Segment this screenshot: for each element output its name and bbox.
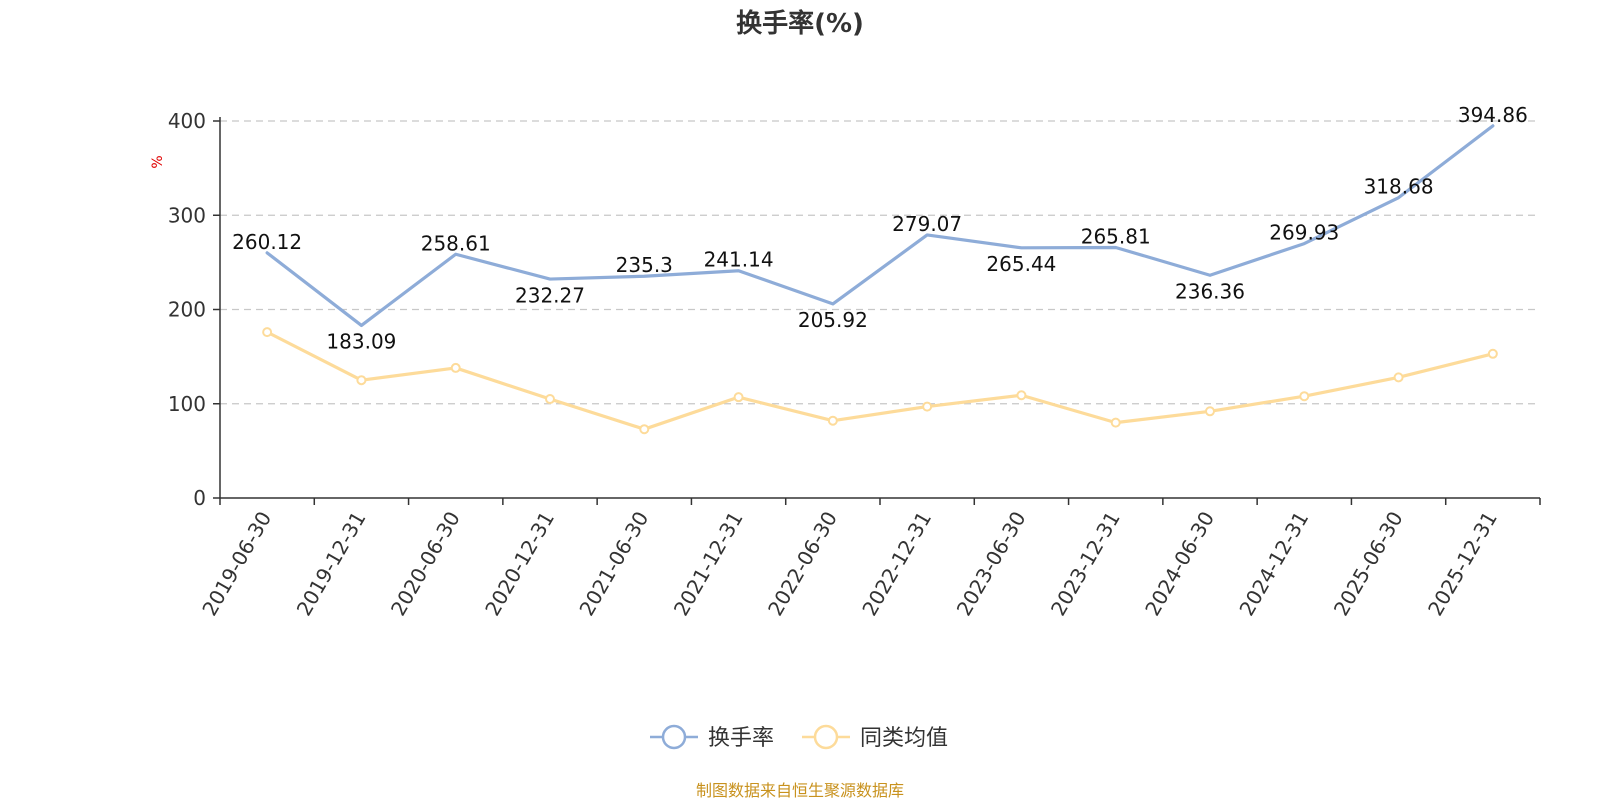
legend: 换手率 同类均值 <box>650 724 948 751</box>
legend-label: 换手率 <box>708 726 774 751</box>
x-tick-label: 2019-12-31 <box>292 507 371 620</box>
series-point-1 <box>262 327 273 338</box>
x-tick-label: 2019-06-30 <box>197 507 276 620</box>
x-tick-label: 2020-06-30 <box>386 507 465 620</box>
series-point-1 <box>356 375 367 386</box>
series-point-1 <box>733 392 744 403</box>
x-tick-label: 2021-06-30 <box>574 507 653 620</box>
y-tick-label: 0 <box>193 486 206 510</box>
data-label: 232.27 <box>515 283 585 307</box>
series-point-1 <box>1393 372 1404 383</box>
series-line-0 <box>265 124 1495 328</box>
series-point-1 <box>450 362 461 373</box>
series-point-1 <box>545 394 555 405</box>
x-tick-label: 2023-06-30 <box>952 507 1031 620</box>
data-source-note: 制图数据来自恒生聚源数据库 <box>696 781 904 800</box>
x-tick-label: 2024-06-30 <box>1140 507 1219 620</box>
y-axis-unit: % <box>150 155 166 168</box>
data-label: 265.81 <box>1081 224 1151 248</box>
data-label: 279.07 <box>892 212 962 236</box>
x-tick-label: 2025-06-30 <box>1329 507 1408 620</box>
x-tick-label: 2023-12-31 <box>1046 507 1125 620</box>
gridlines <box>220 120 1540 405</box>
y-tick-label: 300 <box>168 203 206 227</box>
data-labels: 260.12 183.09 258.61 232.27 235.3 241.14 205.9… <box>232 103 1528 354</box>
x-tick-label: 2024-12-31 <box>1234 507 1313 620</box>
series-point-1 <box>922 401 933 412</box>
series-point-1 <box>827 415 838 426</box>
data-label: 318.68 <box>1364 175 1434 199</box>
data-label: 236.36 <box>1175 279 1245 303</box>
data-label: 205.92 <box>798 308 868 332</box>
series-point-1 <box>1016 390 1027 401</box>
series-point-1 <box>1110 417 1121 428</box>
x-tick-label: 2025-12-31 <box>1423 507 1502 620</box>
series-point-1 <box>1299 391 1310 402</box>
legend-item-1[interactable]: 同类均值 <box>802 724 948 751</box>
y-tick-label: 200 <box>168 298 206 322</box>
x-tick-label: 2020-12-31 <box>480 507 559 620</box>
x-tick-label: 2022-06-30 <box>763 507 842 620</box>
y-tick-label: 400 <box>168 109 206 133</box>
data-label: 235.3 <box>616 253 673 277</box>
legend-circle-icon <box>813 724 839 750</box>
axes: 0 100 200 300 400 2019-06-30 2019-12-31 2020-06… <box>168 109 1541 620</box>
data-label: 260.12 <box>232 230 302 254</box>
y-tick-label: 100 <box>168 392 206 416</box>
data-label: 258.61 <box>421 231 491 255</box>
series-line-1 <box>265 330 1495 431</box>
legend-item-0[interactable]: 换手率 <box>650 724 774 751</box>
data-label: 394.86 <box>1458 103 1528 127</box>
series-point-1 <box>639 424 650 435</box>
data-label: 241.14 <box>704 248 774 272</box>
legend-circle-icon <box>661 724 687 750</box>
series-point-1 <box>1205 406 1215 417</box>
x-tick-label: 2021-12-31 <box>669 507 748 620</box>
chart-title: 换手率(%) <box>736 8 864 39</box>
x-tick-label: 2022-12-31 <box>857 507 936 620</box>
series-lines <box>262 124 1498 435</box>
legend-label: 同类均值 <box>860 726 948 751</box>
data-label: 183.09 <box>326 330 396 354</box>
series-point-1 <box>1487 348 1498 359</box>
data-label: 265.44 <box>986 252 1056 276</box>
data-label: 269.93 <box>1269 221 1339 245</box>
